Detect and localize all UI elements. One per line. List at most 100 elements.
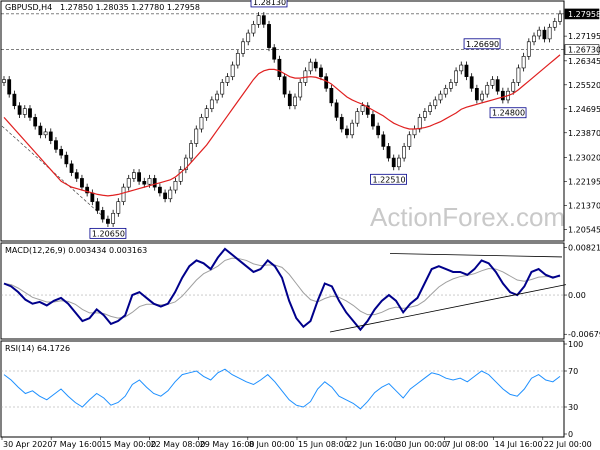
x-tick-label: 30 Apr 2020 [3,440,52,449]
candle-body [287,93,292,107]
price-tick-label: 1.27195 [568,32,600,41]
macd-label: MACD(12,26,9) 0.003434 0.003163 [5,246,147,255]
candle-body [495,79,500,92]
candle-body [59,149,64,156]
price-tick-label: 1.26345 [568,57,600,66]
macd-line [3,247,561,332]
candle-body [428,105,432,112]
x-tick-label: 8 Jun 00:00 [249,440,295,449]
candle-body [381,134,386,147]
candle-body [251,24,256,34]
x-tick-label: 22 Jun 16:00 [347,440,398,449]
rsi-tick-label: 100 [568,340,583,349]
watermark: ActionForex.com [370,202,565,232]
candle-body [412,128,417,136]
candle-body [345,128,349,136]
candle-body [48,131,53,141]
macd-tick-label: 0.00 [568,291,586,300]
x-tick-label: 15 Jun 08:00 [298,440,349,449]
candle-body [54,140,58,150]
candle-body [293,96,297,107]
candle-body [43,131,48,136]
candle-body [308,61,313,72]
candle-body [407,134,412,147]
candle-body [454,70,458,83]
price-annotation-box [89,227,127,239]
ohlc-label: 1.27850 1.28035 1.27780 1.27958 [60,3,200,12]
candle-body [2,79,6,83]
candle-body [355,111,360,124]
candle-body [38,125,43,136]
candle-body [537,29,542,37]
candle-body [516,67,521,83]
x-tick-label: 14 Jul 16:00 [495,440,543,449]
candle-body [422,111,427,118]
candle-body [339,117,344,130]
candle-body [241,41,245,54]
candle-body [199,117,204,130]
symbol-label: GBPUSD,H4 [5,3,52,12]
candle-body [168,189,173,200]
candle-body [443,87,448,95]
price-tick-label: 1.23870 [568,129,600,138]
macd-panel [0,242,565,340]
candle-body [267,24,271,48]
price-tag-box [564,44,600,55]
x-tick-label: 15 May 00:00 [101,440,156,449]
candle-body [215,93,219,101]
candle-body [282,76,287,95]
candle-body [173,181,178,191]
candle-body [157,186,162,194]
candle-body [178,169,183,182]
macd-lower-trendline [329,284,567,333]
candle-body [542,29,547,40]
price-annotation: 1.24800 [492,109,525,118]
candle-body [360,105,365,112]
price-annotation: 1.26690 [466,40,499,49]
macd-tick-label: -0.006796 [568,330,600,339]
candle-body [272,47,277,60]
price-annotation: 1.20650 [92,229,125,238]
candle-body [246,32,251,43]
candle-body [474,87,479,101]
candle-body [189,143,193,159]
candle-body [126,178,131,188]
candle-body [33,117,38,127]
candle-body [95,201,100,211]
candle-body [80,178,84,188]
candle-body [511,82,516,92]
price-tick-label: 1.20545 [568,225,600,234]
price-tick-label: 1.25520 [568,81,600,90]
candle-body [329,87,334,104]
candle-body [194,128,199,144]
candle-body [90,192,95,202]
candle-body [142,181,147,185]
candle-body [480,93,484,101]
candle-body [417,117,422,130]
rsi-tick-label: 70 [568,367,578,376]
price-tick-label: 1.24695 [568,105,600,114]
candle-body [220,82,225,95]
rsi-label: RSI(14) 64.1726 [5,344,70,353]
x-tick-label: 22 Jul 00:00 [544,440,592,449]
candle-body [500,90,505,101]
candle-body [69,163,74,173]
price-annotation-box [463,38,501,50]
candle-body [376,125,381,136]
candle-body [256,15,261,25]
x-tick-label: 7 Jul 08:00 [445,440,488,449]
candle-body [85,186,90,194]
candle-body [106,218,110,224]
candle-body [163,192,167,200]
candle-body [448,82,453,89]
candle-body [402,146,407,159]
candle-body [17,105,22,115]
x-tick-label: 29 May 16:00 [200,440,255,449]
candle-body [183,157,188,170]
rsi-tick-label: 0 [568,430,573,439]
candle-body [209,99,214,109]
price-annotation-box [370,173,407,185]
x-tick-label: 7 May 16:00 [52,440,102,449]
rsi-panel [0,340,565,438]
